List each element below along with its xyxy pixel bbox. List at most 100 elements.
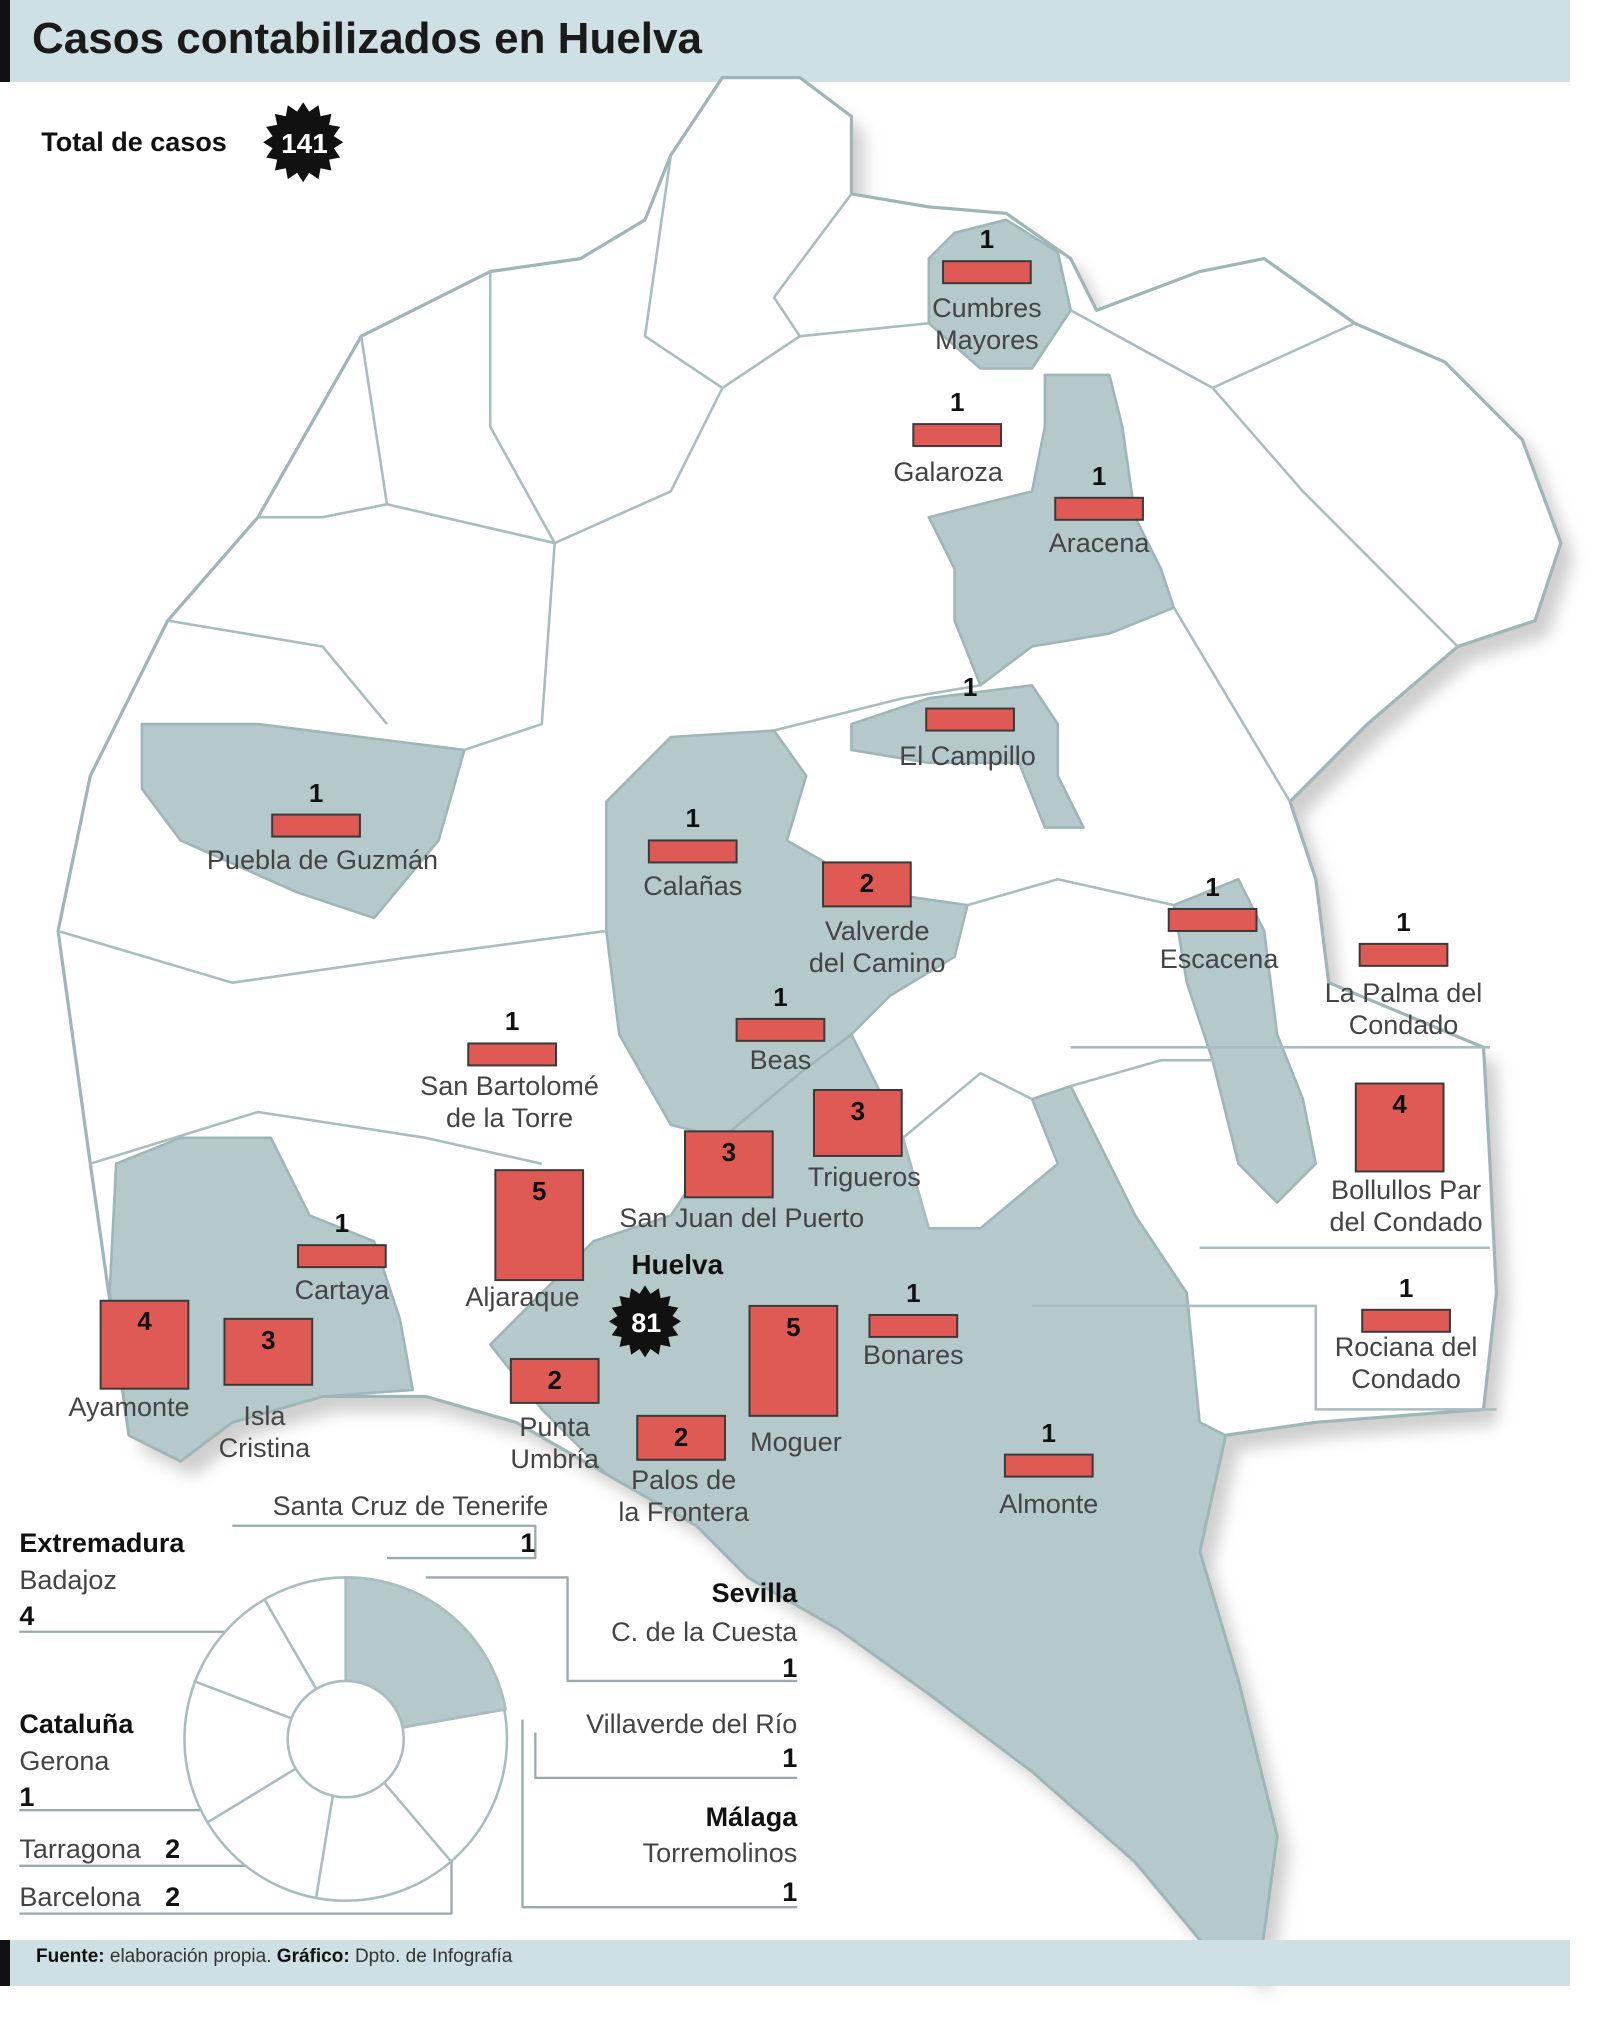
case-count: 1 bbox=[906, 1278, 921, 1308]
case-box bbox=[509, 1357, 600, 1404]
municipality-name: Ayamonte bbox=[68, 1391, 190, 1422]
case-box bbox=[1054, 496, 1144, 521]
title-stripe bbox=[0, 0, 10, 82]
case-count: 2 bbox=[859, 868, 875, 899]
divider bbox=[205, 1767, 297, 1825]
place-name: Gerona bbox=[19, 1746, 110, 1777]
municipality-name: Escacena bbox=[1159, 944, 1279, 975]
total-label: Total de casos bbox=[41, 127, 227, 158]
place-name: Santa Cruz de Tenerife bbox=[272, 1491, 549, 1522]
divider bbox=[193, 1679, 292, 1720]
region-name: Málaga bbox=[705, 1801, 798, 1832]
place-cases: 1 bbox=[19, 1782, 35, 1813]
graphic: Dpto. de Infografía bbox=[354, 1946, 513, 1967]
boundary bbox=[167, 619, 388, 725]
region-name: Cataluña bbox=[19, 1708, 134, 1739]
case-count: 5 bbox=[786, 1311, 801, 1342]
title-bar bbox=[0, 0, 1570, 82]
case-count: 3 bbox=[721, 1137, 737, 1168]
divider bbox=[402, 1708, 506, 1729]
donut bbox=[183, 1576, 509, 1903]
municipality-name: Rociana del Condado bbox=[1334, 1332, 1478, 1395]
case-box bbox=[868, 1313, 959, 1338]
municipality-name: Calañas bbox=[643, 870, 743, 901]
case-count: 1 bbox=[685, 803, 700, 834]
case-box bbox=[812, 1088, 903, 1157]
place-cases: 1 bbox=[782, 1743, 798, 1774]
place-cases: 4 bbox=[19, 1601, 35, 1632]
case-count: 3 bbox=[850, 1095, 866, 1126]
boundary bbox=[643, 154, 724, 389]
case-count: 3 bbox=[261, 1324, 276, 1355]
boundary bbox=[1172, 607, 1292, 803]
case-count: 1 bbox=[979, 224, 995, 255]
case-box bbox=[1361, 1308, 1451, 1333]
donut-hole bbox=[286, 1679, 406, 1799]
municipality-name: Isla Cristina bbox=[218, 1400, 311, 1463]
case-count: 1 bbox=[1398, 1272, 1414, 1303]
leader-line bbox=[521, 1719, 798, 1909]
municipality-name: San Juan del Puerto bbox=[619, 1203, 865, 1233]
case-box bbox=[683, 1130, 774, 1199]
case-count: 1 bbox=[1041, 1417, 1056, 1448]
leader-line bbox=[425, 1576, 798, 1683]
municipality-name: Almonte bbox=[999, 1488, 1099, 1519]
municipality-name: Aljaraque bbox=[465, 1281, 580, 1312]
municipality-name: Cartaya bbox=[294, 1275, 390, 1306]
case-box bbox=[822, 861, 912, 908]
boundary bbox=[1070, 1058, 1213, 1088]
case-box bbox=[1354, 1082, 1445, 1173]
divider bbox=[314, 1795, 335, 1899]
case-count: 2 bbox=[673, 1421, 689, 1452]
case-box bbox=[99, 1299, 190, 1390]
case-box bbox=[735, 1017, 826, 1042]
case-box bbox=[1003, 1453, 1094, 1478]
case-count: 1 bbox=[962, 671, 978, 702]
place-cases: 1 bbox=[782, 1876, 798, 1907]
place-cases: 1 bbox=[520, 1527, 536, 1558]
municipality-name: Puebla de Guzmán bbox=[206, 844, 439, 875]
case-box bbox=[748, 1304, 839, 1417]
municipality-name: Trigueros bbox=[807, 1161, 921, 1192]
case-count: 4 bbox=[137, 1306, 152, 1337]
case-box bbox=[1358, 942, 1449, 967]
place-name: Torremolinos bbox=[642, 1837, 798, 1868]
case-box bbox=[912, 423, 1003, 448]
boundary bbox=[901, 1071, 1033, 1229]
total-badge bbox=[263, 102, 344, 183]
region-name: Extremadura bbox=[19, 1527, 185, 1558]
case-count: 1 bbox=[949, 387, 965, 418]
boundaries bbox=[57, 154, 1497, 1411]
municipality-name: Moguer bbox=[750, 1426, 842, 1457]
footer-bar bbox=[0, 1940, 1570, 1986]
case-count: 1 bbox=[334, 1208, 350, 1239]
case-box bbox=[467, 1042, 557, 1067]
boundary bbox=[463, 271, 556, 752]
boundary bbox=[772, 193, 853, 337]
boundary bbox=[386, 321, 929, 545]
case-box bbox=[271, 813, 361, 838]
area bbox=[927, 218, 1072, 370]
case-count: 1 bbox=[504, 1006, 520, 1037]
footer-stripe bbox=[0, 1940, 10, 1986]
boundary bbox=[773, 684, 981, 732]
place-name: Villaverde del Río bbox=[586, 1708, 798, 1739]
municipality-name: El Campillo bbox=[899, 741, 1036, 772]
boundary bbox=[1211, 387, 1459, 648]
region-name: Sevilla bbox=[711, 1577, 798, 1608]
case-box bbox=[296, 1244, 387, 1269]
divider bbox=[263, 1598, 318, 1690]
municipality-name: Bollullos Par del Condado bbox=[1329, 1174, 1483, 1237]
case-count: 1 bbox=[1205, 871, 1220, 902]
case-count: 5 bbox=[531, 1175, 547, 1206]
case-box bbox=[941, 260, 1032, 285]
donut-dividers bbox=[193, 1577, 506, 1899]
case-count: 1 bbox=[308, 777, 324, 808]
source-label: Fuente: bbox=[36, 1946, 105, 1967]
capital-cases: 81 bbox=[631, 1307, 662, 1338]
boundary bbox=[57, 929, 607, 984]
case-box bbox=[494, 1169, 585, 1282]
capital-badge bbox=[609, 1285, 681, 1358]
